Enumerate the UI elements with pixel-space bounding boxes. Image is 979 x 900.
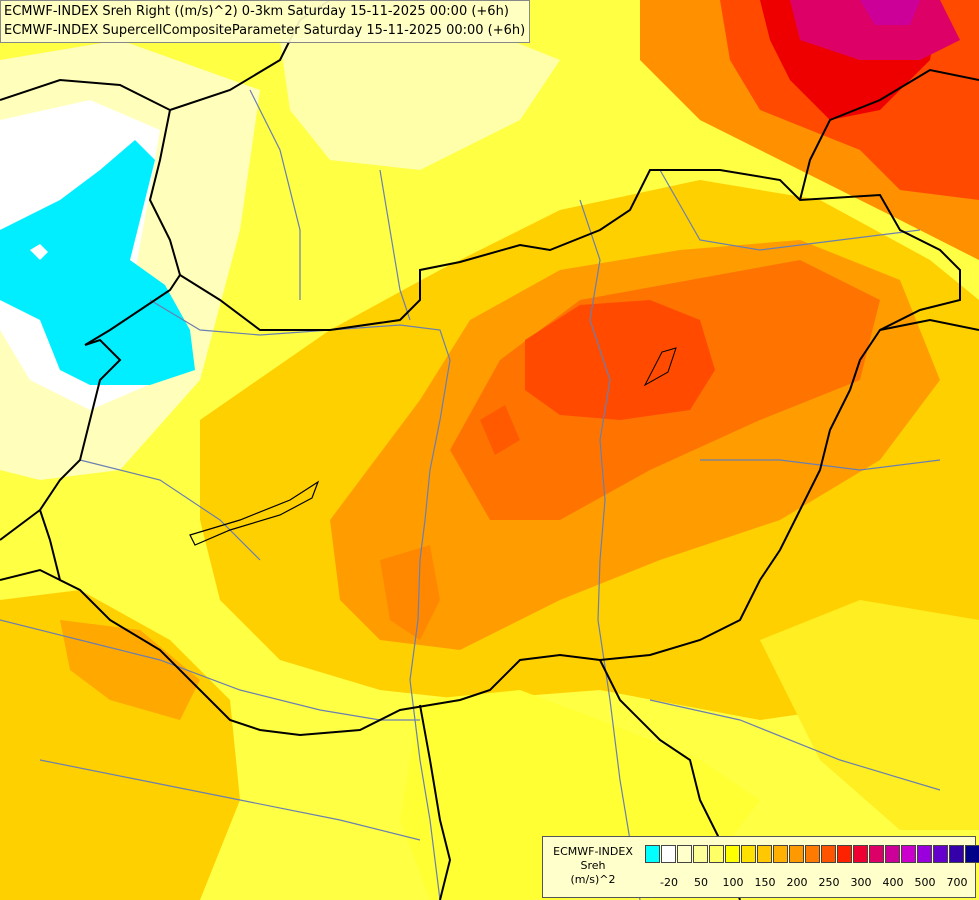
field-white-dot [30,244,48,260]
legend-swatch [725,845,740,863]
map-title-box: ECMWF-INDEX Sreh Right ((m/s)^2) 0-3km S… [0,0,531,43]
river-northeast [659,169,921,251]
border-east-2 [879,318,979,331]
legend-swatch [677,845,692,863]
color-legend: ECMWF-INDEX Sreh (m/s)^2 -20 50 100 150 200 2… [542,836,979,898]
legend-tick-label: 400 [882,876,904,889]
legend-ticks: -20 50 100 150 200 250 300 400 500 700 [645,876,975,890]
legend-tick-label: 300 [850,876,872,889]
legend-swatch [709,845,724,863]
legend-swatch [757,845,772,863]
legend-title-variable: Sreh [580,859,606,872]
legend-title-unit: (m/s)^2 [570,873,616,886]
legend-tick-label: 150 [754,876,776,889]
border-southwest [0,568,61,581]
legend-tick-label: 700 [946,876,968,889]
field-yellow-southeast [760,600,979,830]
legend-tick-label: 200 [786,876,808,889]
legend-swatch [885,845,900,863]
legend-swatch [949,845,964,863]
field-redorange-small [480,405,520,455]
field-purple-northeast [860,0,920,25]
legend-swatch [741,845,756,863]
legend-swatch [773,845,788,863]
field-cyan-west [0,140,195,385]
legend-tick-label: 100 [722,876,744,889]
border-west [0,509,41,541]
legend-tick-label: -20 [660,876,678,889]
title-line-scp: ECMWF-INDEX SupercellCompositeParameter … [4,23,526,38]
legend-swatch [645,845,660,863]
field-magenta-northeast [790,0,960,60]
legend-swatch [853,845,868,863]
legend-swatch [965,845,979,863]
title-line-srh: ECMWF-INDEX Sreh Right ((m/s)^2) 0-3km S… [4,4,509,19]
border-east-1 [799,68,979,201]
legend-swatches [645,845,979,863]
border-hungary [38,169,961,737]
legend-swatch [869,845,884,863]
river-north-1 [249,89,301,300]
legend-swatch [821,845,836,863]
legend-swatch [933,845,948,863]
river-sava [39,759,421,841]
legend-tick-label: 500 [914,876,936,889]
legend-tick-label: 50 [694,876,708,889]
river-west [79,459,261,561]
border-south-2 [419,704,452,900]
legend-swatch [917,845,932,863]
legend-swatch [661,845,676,863]
legend-title-model: ECMWF-INDEX [553,845,633,858]
river-north-2 [379,169,411,321]
legend-swatch [693,845,708,863]
legend-tick-label: 250 [818,876,840,889]
legend-swatch [837,845,852,863]
field-redorange-core [525,300,715,420]
legend-swatch [789,845,804,863]
legend-title: ECMWF-INDEX Sreh (m/s)^2 [543,845,643,887]
lake-northeast [643,347,677,387]
field-darkorange-south [380,545,440,640]
border-north-1 [0,78,181,276]
river-east [700,459,941,471]
river-tisza [579,199,641,900]
field-pale-north [280,20,560,170]
field-orange-southwest [60,620,200,720]
legend-swatch [901,845,916,863]
legend-swatch [805,845,820,863]
lake-balaton [189,480,320,546]
river-southeast [649,699,941,791]
